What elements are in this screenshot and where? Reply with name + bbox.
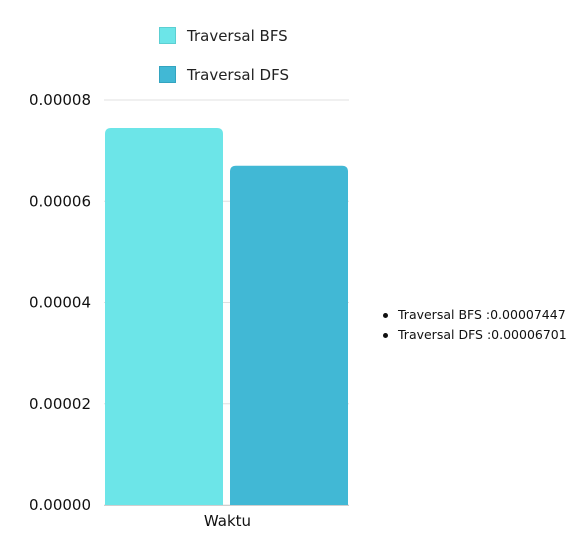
y-tick-label: 0.00006: [29, 192, 91, 210]
legend-label-dfs: Traversal DFS: [187, 66, 289, 84]
legend-label-bfs: Traversal BFS: [187, 27, 288, 45]
bars: [105, 127, 348, 505]
summary-item-bfs: Traversal BFS :0.00007447: [381, 305, 567, 325]
y-tick-label: 0.00004: [29, 294, 91, 312]
legend-swatch-dfs: [159, 66, 176, 83]
x-category-label: Waktu: [204, 512, 251, 530]
bar-traversal-dfs: [230, 165, 348, 505]
y-tick-label: 0.00008: [29, 91, 91, 109]
value-summary-list: Traversal BFS :0.00007447 Traversal DFS …: [381, 305, 567, 345]
legend-swatch-bfs: [159, 27, 176, 44]
y-tick-label: 0.00000: [29, 496, 91, 514]
y-tick-label: 0.00002: [29, 395, 91, 413]
bar-traversal-bfs: [105, 127, 223, 505]
y-axis-tick-labels: 0.00000 0.00002 0.00004 0.00006 0.00008: [29, 91, 91, 514]
summary-item-dfs: Traversal DFS :0.00006701: [381, 325, 567, 345]
